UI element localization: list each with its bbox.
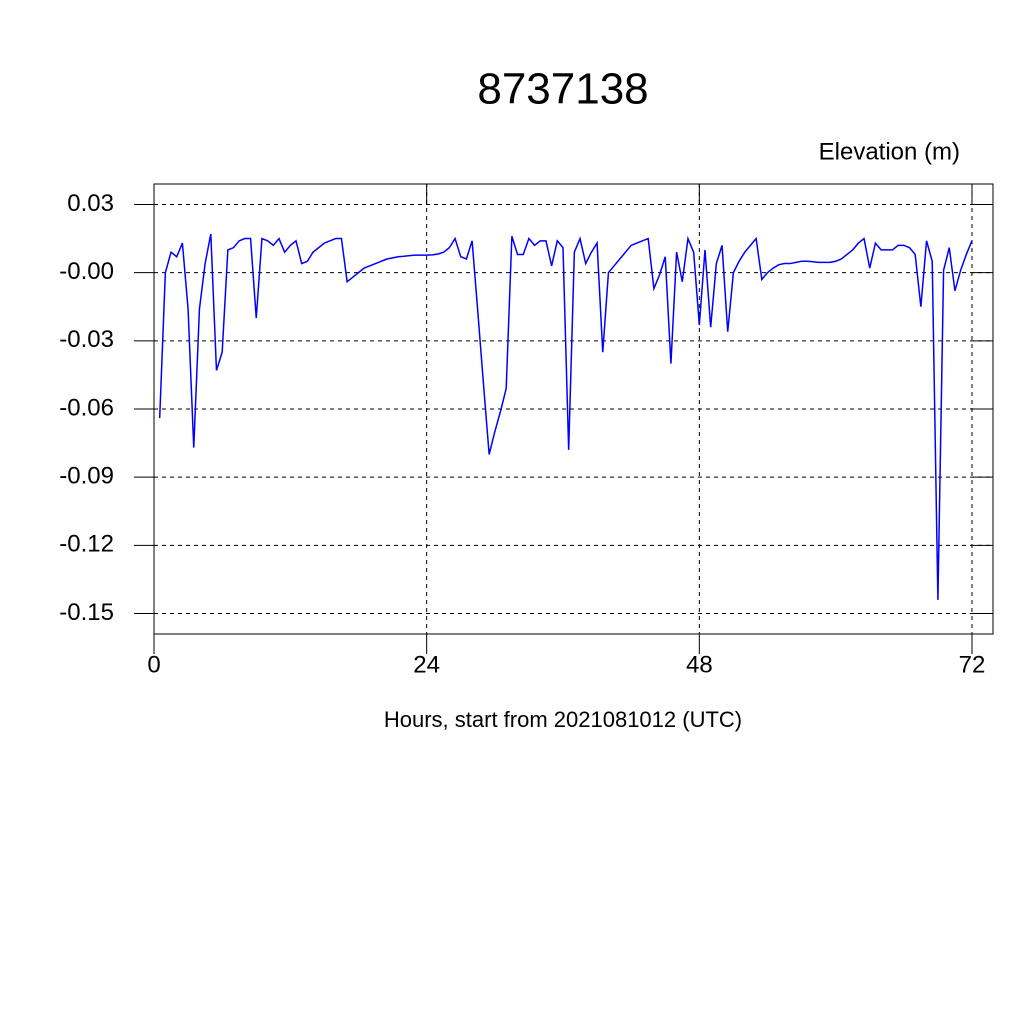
x-tick-label: 48 [686,651,713,678]
y-tick-label: -0.12 [59,531,114,558]
y-tick-label: -0.06 [59,394,114,421]
axis-unit: Elevation (m) [819,138,960,165]
x-tick-label: 72 [959,651,986,678]
plot-frame [153,183,994,635]
y-tick-label: -0.09 [59,463,114,490]
y-tick-label: -0.00 [59,258,114,285]
y-tick-label: -0.15 [59,599,114,626]
y-tick-label: 0.03 [67,190,114,217]
x-tick-label: 0 [147,651,160,678]
data-line [158,233,973,600]
chart-title: 8737138 [477,65,648,114]
x-tick-label: 24 [413,651,440,678]
y-tick-label: -0.03 [59,326,114,353]
x-axis-label: Hours, start from 2021081012 (UTC) [384,707,742,732]
